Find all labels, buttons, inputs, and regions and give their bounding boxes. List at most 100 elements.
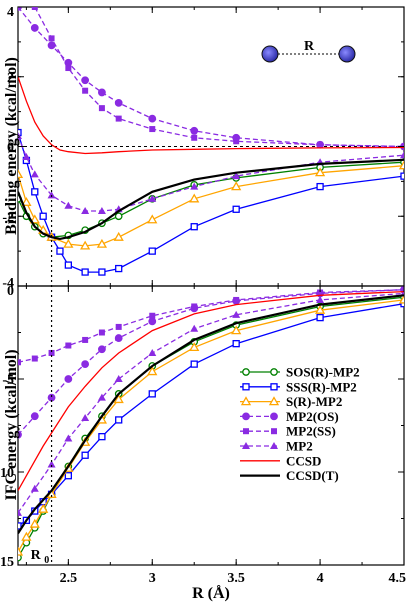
point-mp2 xyxy=(316,295,325,303)
series-mp2-ss xyxy=(18,286,404,366)
legend-entry-sos-r-mp2: SOS(R)-MP2 xyxy=(240,365,360,380)
point-mp2 xyxy=(81,414,90,422)
point-s-r-mp2 xyxy=(29,518,40,528)
bottom-plot-frame xyxy=(17,285,405,566)
point-sss-r-mp2 xyxy=(81,451,89,459)
inset-r-label: R xyxy=(304,39,315,54)
legend-label: SOS(R)-MP2 xyxy=(286,365,360,380)
line-sss-r-mp2 xyxy=(18,132,404,273)
point-mp2-ss xyxy=(31,355,38,362)
series-mp2-os xyxy=(18,286,404,439)
point-sss-r-mp2 xyxy=(56,247,64,255)
line-s-r-mp2 xyxy=(18,299,404,553)
point-sss-r-mp2 xyxy=(190,360,198,368)
point-mp2-os xyxy=(148,114,157,123)
point-mp2 xyxy=(190,324,199,332)
series-sos-r-mp2 xyxy=(18,158,404,242)
legend-label: CCSD xyxy=(286,453,321,468)
series-ccsd xyxy=(18,290,404,491)
point-mp2-ss xyxy=(401,286,404,293)
line-ccsd-t xyxy=(18,158,404,241)
point-s-r-mp2 xyxy=(80,240,91,250)
point-s-r-mp2 xyxy=(63,238,74,248)
point-mp2-os xyxy=(114,99,123,107)
legend-marker xyxy=(240,396,252,406)
point-mp2-ss xyxy=(82,336,89,343)
point-sss-r-mp2 xyxy=(31,188,39,196)
point-mp2-ss xyxy=(233,296,240,303)
ifc-energy-panel: -15 -10 -5 0 2.5 3 3.5 4 4.5 R 0 IFC energy (kca… xyxy=(0,140,407,602)
point-s-r-mp2 xyxy=(147,366,158,376)
point-s-r-mp2 xyxy=(21,196,32,206)
point-sos-r-mp2 xyxy=(114,212,123,221)
point-sss-r-mp2 xyxy=(64,472,72,480)
point-mp2-os xyxy=(81,76,90,85)
legend-label: SSS(R)-MP2 xyxy=(286,379,357,394)
line-ccsd xyxy=(18,76,404,155)
point-sss-r-mp2 xyxy=(190,223,198,231)
point-sss-r-mp2 xyxy=(115,264,123,273)
point-mp2 xyxy=(30,484,39,492)
point-sss-r-mp2 xyxy=(18,128,22,137)
line-mp2-os xyxy=(18,7,404,148)
legend-entry-mp2-ss: MP2(SS) xyxy=(240,424,336,439)
point-mp2-os xyxy=(114,334,123,342)
point-mp2-ss xyxy=(48,349,55,356)
line-sos-r-mp2 xyxy=(18,296,404,558)
y-tick-label: -2 xyxy=(2,210,14,225)
point-s-r-mp2 xyxy=(113,231,124,241)
point-mp2 xyxy=(148,348,157,356)
point-s-r-mp2 xyxy=(18,169,24,179)
point-mp2-ss xyxy=(115,115,122,122)
point-mp2 xyxy=(190,182,199,190)
point-mp2-ss xyxy=(65,65,72,72)
point-s-r-mp2 xyxy=(314,304,326,314)
point-s-r-mp2 xyxy=(231,181,242,191)
line-sos-r-mp2 xyxy=(18,161,404,238)
legend-label: MP2 xyxy=(286,439,313,454)
series-mp2 xyxy=(18,289,404,516)
point-sss-r-mp2 xyxy=(400,300,404,308)
x-tick-label: 4.5 xyxy=(389,571,407,586)
point-mp2 xyxy=(30,170,39,178)
point-mp2-ss xyxy=(191,134,198,141)
x-axis-title: R (Å) xyxy=(192,584,230,602)
point-mp2-os xyxy=(148,317,157,326)
legend-entry-ccsd: CCSD xyxy=(240,453,321,468)
point-s-r-mp2 xyxy=(38,503,49,513)
point-mp2-ss xyxy=(98,329,105,336)
point-mp2 xyxy=(148,194,157,202)
point-sss-r-mp2 xyxy=(232,205,240,213)
series-mp2-ss xyxy=(31,7,404,150)
y-tick-label: -5 xyxy=(2,373,14,388)
point-sss-r-mp2 xyxy=(98,433,106,441)
point-s-r-mp2 xyxy=(29,214,40,224)
point-mp2 xyxy=(64,201,73,209)
legend-entry-sss-r-mp2: SSS(R)-MP2 xyxy=(240,379,357,394)
legend-marker xyxy=(243,428,249,435)
line-mp2 xyxy=(18,292,404,514)
point-s-r-mp2 xyxy=(113,394,124,404)
line-mp2-os xyxy=(18,289,404,436)
x-tick-label: 3 xyxy=(149,571,156,586)
point-mp2-ss xyxy=(191,303,198,310)
y-tick-label: -10 xyxy=(0,466,14,481)
x-tick-label: 2.5 xyxy=(60,571,78,586)
point-s-r-mp2 xyxy=(398,294,404,304)
point-mp2-ss xyxy=(149,312,156,319)
line-ccsd-t xyxy=(18,294,404,534)
point-sss-r-mp2 xyxy=(232,340,240,348)
point-s-r-mp2 xyxy=(189,193,200,203)
point-mp2-os xyxy=(18,430,22,439)
point-mp2-ss xyxy=(31,7,38,10)
series-mp2-os xyxy=(18,7,404,151)
point-mp2 xyxy=(81,207,90,215)
y-tick-label: 0 xyxy=(7,141,14,156)
y-tick-label: -15 xyxy=(0,555,14,570)
point-sss-r-mp2 xyxy=(81,268,89,276)
point-mp2 xyxy=(64,434,73,442)
point-s-r-mp2 xyxy=(147,214,158,224)
point-sss-r-mp2 xyxy=(316,313,324,322)
point-sss-r-mp2 xyxy=(400,172,404,180)
